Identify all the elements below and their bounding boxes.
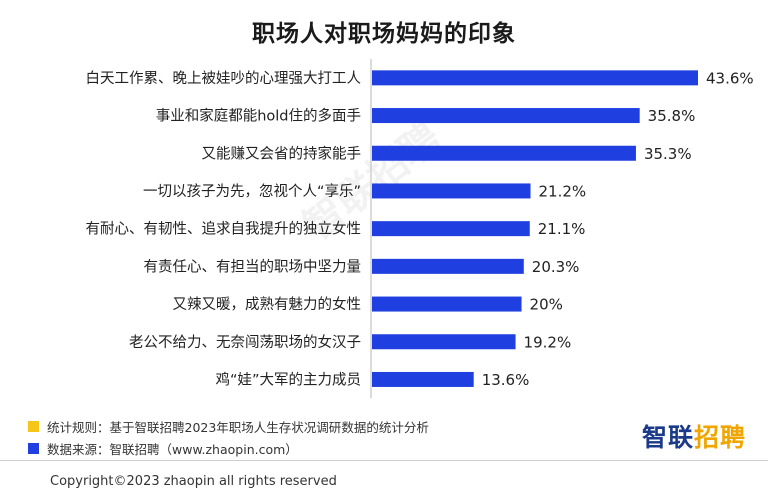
value-label: 21.2% xyxy=(539,182,587,200)
category-label: 事业和家庭都能hold住的多面手 xyxy=(156,108,361,125)
category-label: 鸡“娃”大军的主力成员 xyxy=(215,371,361,388)
bar xyxy=(372,70,698,86)
bar-chart: 白天工作累、晚上被娃吵的心理强大打工人 43.6% 事业和家庭都能hold住的多面手… xyxy=(86,59,754,399)
value-label: 21.1% xyxy=(538,220,586,238)
bar xyxy=(372,183,531,199)
bar xyxy=(372,371,474,387)
bar xyxy=(372,221,530,237)
footer-note-source: 数据来源：智联招聘（www.zhaopin.com） xyxy=(28,439,298,458)
value-label: 19.2% xyxy=(524,333,572,351)
category-label: 又辣又暖，成熟有魅力的女性 xyxy=(173,295,362,313)
category-label: 有耐心、有韧性、追求自我提升的独立女性 xyxy=(86,220,362,238)
value-label: 20.3% xyxy=(532,258,580,276)
bar xyxy=(372,258,524,274)
category-label: 老公不给力、无奈闯荡职场的女汉子 xyxy=(129,333,361,351)
brand-logo-part2: 招聘 xyxy=(693,423,746,452)
bar xyxy=(372,108,640,124)
copyright-text: Copyright©2023 zhaopin all rights reserv… xyxy=(50,474,337,489)
value-label: 35.3% xyxy=(644,145,692,163)
footer-note-rule-text: 统计规则：基于智联招聘2023年职场人生存状况调研数据的统计分析 xyxy=(47,420,429,435)
category-label: 白天工作累、晚上被娃吵的心理强大打工人 xyxy=(86,70,362,87)
bar xyxy=(372,334,516,350)
brand-logo-part1: 智联 xyxy=(641,423,694,452)
category-label: 一切以孩子为先，忽视个人“享乐” xyxy=(143,183,361,200)
bar xyxy=(372,145,636,161)
value-label: 13.6% xyxy=(482,371,530,389)
bar xyxy=(372,296,522,312)
chart-title: 职场人对职场妈妈的印象 xyxy=(252,21,516,47)
value-label: 35.8% xyxy=(648,107,696,125)
value-label: 20% xyxy=(530,296,563,314)
value-label: 43.6% xyxy=(706,69,754,87)
category-label: 又能赚又会省的持家能手 xyxy=(202,145,362,162)
footer-note-source-text: 数据来源：智联招聘（www.zhaopin.com） xyxy=(47,442,298,457)
footer-divider xyxy=(0,460,768,461)
blue-square-icon xyxy=(28,443,39,454)
footer-note-rule: 统计规则：基于智联招聘2023年职场人生存状况调研数据的统计分析 xyxy=(28,417,429,436)
brand-logo: 智联招聘 xyxy=(642,418,746,454)
yellow-square-icon xyxy=(28,421,39,432)
category-label: 有责任心、有担当的职场中坚力量 xyxy=(144,258,362,275)
